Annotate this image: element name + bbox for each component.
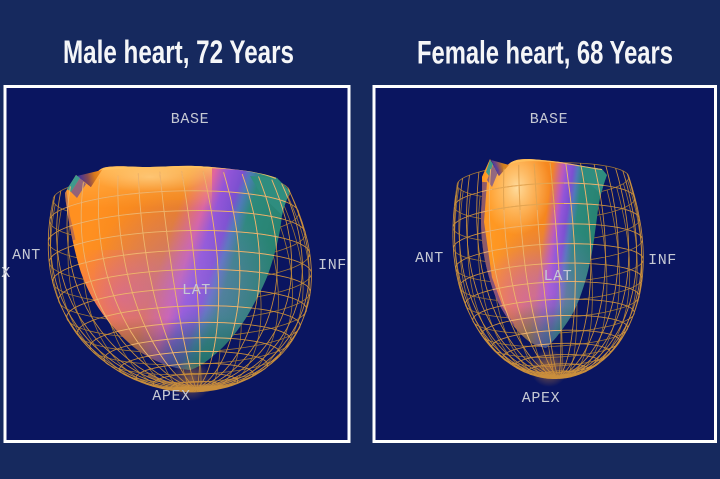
svg-text:Male heart, 72 Years: Male heart, 72 Years (63, 34, 294, 70)
svg-text:X: X (1, 265, 11, 282)
svg-text:ANT: ANT (415, 250, 444, 267)
svg-text:LAT: LAT (544, 268, 573, 285)
svg-text:APEX: APEX (152, 388, 190, 405)
svg-text:ANT: ANT (12, 247, 41, 264)
svg-text:APEX: APEX (522, 390, 560, 407)
svg-text:INF: INF (318, 257, 347, 274)
svg-text:BASE: BASE (171, 111, 209, 128)
svg-text:Female heart, 68 Years: Female heart, 68 Years (417, 35, 673, 71)
svg-text:INF: INF (648, 252, 677, 269)
svg-text:BASE: BASE (530, 111, 568, 128)
svg-text:LAT: LAT (182, 282, 211, 299)
